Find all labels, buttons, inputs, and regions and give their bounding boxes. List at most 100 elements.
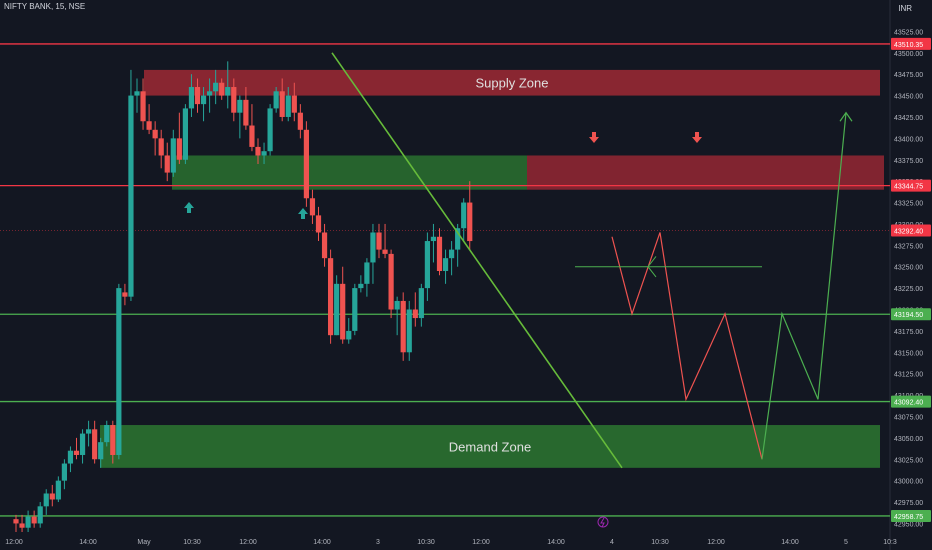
candle-body [406,309,412,353]
y-tick-label: 43050.00 [894,436,923,443]
candle-body [436,236,443,271]
candle [340,266,346,344]
candle [352,283,358,336]
x-tick-label: 14:00 [79,539,97,546]
candle-body [188,87,195,109]
price-badge [891,224,931,237]
candle-body [225,87,231,96]
candle-body [315,215,322,233]
candle [194,78,201,113]
candle-body [424,241,430,289]
candle [164,142,170,182]
resistance-zone [527,155,884,190]
y-tick-label: 43425.00 [894,115,923,122]
candle [291,82,297,122]
candle [285,87,291,122]
candle [267,104,273,156]
candle [461,198,467,242]
candle [55,476,61,503]
candle [243,87,249,130]
candle [158,129,164,169]
price-badge-label: 43092.40 [894,400,923,407]
candle [13,514,19,532]
candle [122,283,128,306]
price-badge [891,308,931,321]
arrow-down-icon [589,132,599,143]
candle [61,459,67,490]
candle [370,223,376,284]
candle-body [297,112,303,130]
candle [442,249,449,284]
chevron-left-icon [647,256,657,278]
candle [152,121,158,156]
symbol-title: NIFTY BANK, 15, NSE [4,2,86,11]
y-tick-label: 43525.00 [894,29,923,36]
candle-body [321,232,328,259]
candle [207,78,213,113]
candle [394,296,400,336]
candle [255,138,261,165]
candle [98,437,104,468]
projection-path-red [611,232,763,460]
support-flip-zone [172,155,527,190]
candle [388,249,394,319]
candle [364,258,370,297]
x-tick-label: 3 [376,539,380,546]
candle-body [455,228,461,250]
candle [92,420,98,464]
y-tick-label: 43375.00 [894,158,923,165]
candle-body [146,121,152,130]
price-badge-label: 43292.40 [894,228,923,235]
candle-body [388,253,394,310]
y-tick-label: 43250.00 [894,265,923,272]
x-tick-label: 4 [610,539,614,546]
candle [279,78,285,122]
candle [170,129,176,177]
candle-body [261,151,267,156]
y-tick-label: 42975.00 [894,500,923,507]
candle [200,87,207,122]
candle [67,446,74,473]
candle-body [412,309,418,319]
candle-body [13,519,19,524]
candle-body [73,450,80,455]
price-badge-label: 43510.35 [894,42,923,49]
candle-body [291,95,297,113]
candle-body [110,425,116,455]
y-tick-label: 43275.00 [894,243,923,250]
candle-body [430,236,437,242]
x-tick-label: 14:00 [781,539,799,546]
candle [436,228,443,276]
arrow-down-icon [692,132,702,143]
candle-body [364,262,370,284]
candle [104,420,110,447]
y-tick-label: 43450.00 [894,94,923,101]
candle-body [176,138,182,160]
x-tick-label: 12:00 [239,539,257,546]
candle-body [49,493,55,500]
x-tick-label: 10:3 [883,539,897,546]
candle [424,232,430,301]
arrow-up-icon [184,202,194,213]
candle [116,283,122,460]
candle-body [31,516,37,524]
candle-body [243,99,249,126]
candle [213,69,219,105]
candle [182,104,188,165]
candle [297,104,303,139]
candle-body [213,82,219,92]
candle-body [79,433,86,455]
y-tick-label: 42950.00 [894,521,923,528]
y-tick-label: 43075.00 [894,414,923,421]
y-tick-label: 43150.00 [894,350,923,357]
x-tick-label: 12:00 [707,539,725,546]
candle-body [249,125,255,147]
candle [231,78,237,122]
y-tick-label: 43125.00 [894,372,923,379]
candle-body [231,87,237,113]
candle-body [122,292,128,297]
candle [25,510,31,532]
candle [128,69,134,301]
candle [321,223,328,267]
